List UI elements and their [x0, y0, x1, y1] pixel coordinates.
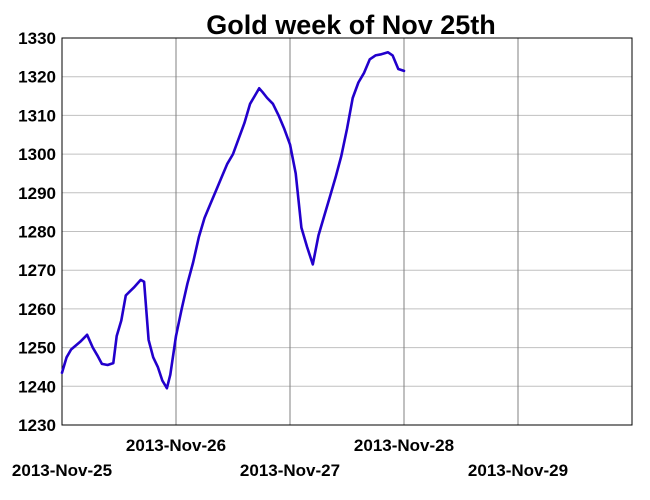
y-tick-label: 1250: [18, 339, 56, 358]
y-axis-tick-labels: 1230 1240 1250 1260 1270 1280 1290 1300 1310 1320…: [18, 29, 56, 435]
x-tick-label: 2013-Nov-27: [240, 461, 340, 480]
chart-title: Gold week of Nov 25th: [206, 10, 496, 40]
x-tick-label: 2013-Nov-28: [354, 436, 454, 455]
x-tick-label: 2013-Nov-26: [126, 436, 226, 455]
y-tick-label: 1310: [18, 106, 56, 125]
y-tick-label: 1290: [18, 184, 56, 203]
y-tick-label: 1260: [18, 300, 56, 319]
y-tick-label: 1320: [18, 68, 56, 87]
y-tick-label: 1230: [18, 416, 56, 435]
x-axis-tick-labels: 2013-Nov-25 2013-Nov-26 2013-Nov-27 2013-No…: [12, 436, 568, 480]
gold-price-line: [60, 50, 406, 390]
y-tick-label: 1270: [18, 261, 56, 280]
y-tick-label: 1280: [18, 223, 56, 242]
plot-area-border: [61, 37, 633, 426]
x-tick-label: 2013-Nov-29: [468, 461, 568, 480]
y-tick-label: 1330: [18, 29, 56, 48]
x-tick-label: 2013-Nov-25: [12, 461, 112, 480]
y-tick-label: 1300: [18, 145, 56, 164]
y-tick-label: 1240: [18, 377, 56, 396]
